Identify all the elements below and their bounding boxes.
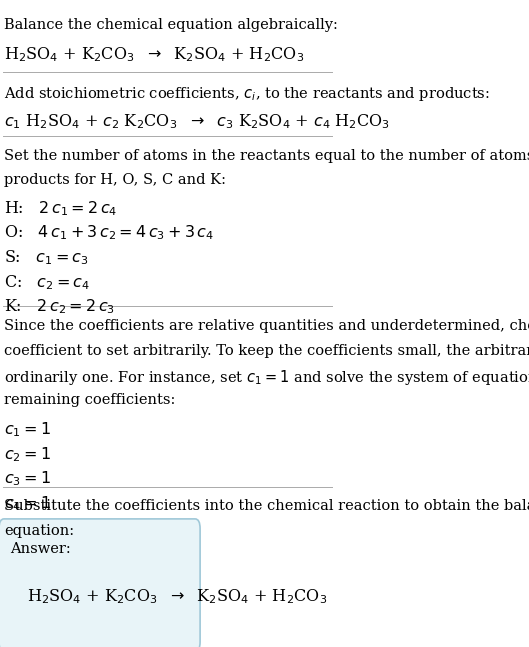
Text: H$_2$SO$_4$ + K$_2$CO$_3$  $\rightarrow$  K$_2$SO$_4$ + H$_2$CO$_3$: H$_2$SO$_4$ + K$_2$CO$_3$ $\rightarrow$ … xyxy=(27,587,327,606)
Text: O:   $4\,c_1 + 3\,c_2 = 4\,c_3 + 3\,c_4$: O: $4\,c_1 + 3\,c_2 = 4\,c_3 + 3\,c_4$ xyxy=(4,224,214,243)
Text: ordinarily one. For instance, set $c_1 = 1$ and solve the system of equations fo: ordinarily one. For instance, set $c_1 =… xyxy=(4,368,529,387)
Text: $c_2 = 1$: $c_2 = 1$ xyxy=(4,445,51,464)
Text: S:   $c_1 = c_3$: S: $c_1 = c_3$ xyxy=(4,248,88,267)
Text: Set the number of atoms in the reactants equal to the number of atoms in the: Set the number of atoms in the reactants… xyxy=(4,149,529,163)
Text: equation:: equation: xyxy=(4,524,74,538)
Text: remaining coefficients:: remaining coefficients: xyxy=(4,393,176,407)
Text: C:   $c_2 = c_4$: C: $c_2 = c_4$ xyxy=(4,273,90,292)
Text: H$_2$SO$_4$ + K$_2$CO$_3$  $\rightarrow$  K$_2$SO$_4$ + H$_2$CO$_3$: H$_2$SO$_4$ + K$_2$CO$_3$ $\rightarrow$ … xyxy=(4,45,304,64)
Text: Substitute the coefficients into the chemical reaction to obtain the balanced: Substitute the coefficients into the che… xyxy=(4,499,529,514)
Text: $c_4 = 1$: $c_4 = 1$ xyxy=(4,494,51,513)
Text: Balance the chemical equation algebraically:: Balance the chemical equation algebraica… xyxy=(4,18,338,32)
FancyBboxPatch shape xyxy=(0,519,200,647)
Text: $c_3 = 1$: $c_3 = 1$ xyxy=(4,470,51,488)
Text: Answer:: Answer: xyxy=(10,542,71,556)
Text: products for H, O, S, C and K:: products for H, O, S, C and K: xyxy=(4,173,226,188)
Text: $c_1 = 1$: $c_1 = 1$ xyxy=(4,421,51,439)
Text: Add stoichiometric coefficients, $c_i$, to the reactants and products:: Add stoichiometric coefficients, $c_i$, … xyxy=(4,85,490,104)
Text: H:   $2\,c_1 = 2\,c_4$: H: $2\,c_1 = 2\,c_4$ xyxy=(4,199,117,218)
Text: K:   $2\,c_2 = 2\,c_3$: K: $2\,c_2 = 2\,c_3$ xyxy=(4,298,115,316)
Text: coefficient to set arbitrarily. To keep the coefficients small, the arbitrary va: coefficient to set arbitrarily. To keep … xyxy=(4,344,529,358)
Text: $c_1$ H$_2$SO$_4$ + $c_2$ K$_2$CO$_3$  $\rightarrow$  $c_3$ K$_2$SO$_4$ + $c_4$ : $c_1$ H$_2$SO$_4$ + $c_2$ K$_2$CO$_3$ $\… xyxy=(4,113,390,131)
Text: Since the coefficients are relative quantities and underdetermined, choose a: Since the coefficients are relative quan… xyxy=(4,319,529,333)
